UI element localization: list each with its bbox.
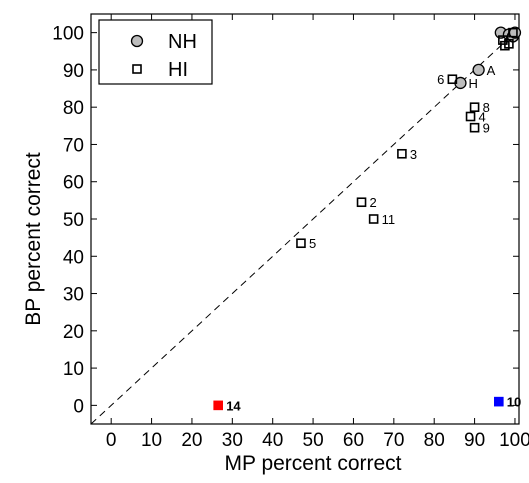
y-tick-label: 60	[63, 173, 84, 194]
y-tick-label: 50	[63, 210, 84, 231]
legend-label: NH	[168, 31, 197, 53]
x-tick-label: 40	[262, 430, 283, 451]
x-axis-title: MP percent correct	[224, 452, 401, 475]
hi-point	[469, 122, 480, 133]
hi-point	[368, 214, 379, 224]
y-ticks-layer: 0 10 20 30 40 50 60 70 80 90 100	[52, 24, 519, 417]
y-tick-label: 20	[63, 322, 84, 343]
x-tick-label: 20	[181, 430, 202, 451]
point-label: 10	[507, 395, 521, 410]
hi-point	[397, 148, 407, 159]
point-label: 11	[382, 212, 396, 227]
y-tick-label: 80	[63, 98, 84, 119]
y-axis-title: BP percent correct	[22, 152, 45, 326]
hi-point	[500, 40, 510, 51]
point-label: 2	[370, 195, 377, 210]
y-tick-label: 10	[63, 359, 84, 380]
identity-line	[90, 28, 520, 425]
y-tick-label: 0	[73, 396, 84, 417]
hi-point	[356, 197, 367, 208]
hi-point	[213, 400, 223, 411]
y-tick-label: 100	[52, 24, 84, 45]
legend-marker-nh	[130, 34, 144, 48]
x-tick-label: 0	[106, 430, 117, 451]
x-tick-label: 100	[499, 430, 529, 451]
x-tick-label: 90	[464, 430, 485, 451]
x-tick-label: 70	[383, 430, 404, 451]
hi-point	[469, 102, 480, 112]
point-label: 8	[483, 100, 490, 115]
point-label: 9	[483, 121, 490, 136]
legend-box	[98, 19, 213, 85]
nh-point	[472, 63, 485, 77]
hi-point	[465, 111, 476, 122]
x-tick-label: 50	[303, 430, 324, 451]
points-layer: AH 6 849 3 2 11 5 14 10	[213, 26, 521, 413]
point-label: 14	[226, 398, 241, 413]
hi-point	[494, 396, 504, 407]
point-label: H	[468, 76, 477, 91]
point-label: 4	[479, 110, 486, 125]
point-label: 5	[309, 236, 316, 251]
point-label: A	[487, 63, 496, 78]
point-label: 3	[410, 147, 417, 162]
reference-line-layer	[90, 28, 520, 425]
hi-point	[296, 238, 306, 249]
x-tick-label: 80	[424, 430, 445, 451]
legend-label: HI	[168, 59, 188, 81]
y-tick-label: 30	[63, 285, 84, 306]
x-ticks-layer: 0 10 20 30 40 50 60 70 80 90 100	[106, 14, 529, 451]
y-tick-label: 90	[63, 61, 84, 82]
x-tick-label: 10	[141, 430, 162, 451]
hi-point	[447, 74, 458, 85]
legend-marker-hi	[132, 64, 142, 74]
point-label: 6	[437, 72, 444, 87]
y-tick-label: 70	[63, 135, 84, 156]
legend: NH HI	[98, 19, 213, 85]
y-tick-label: 40	[63, 247, 84, 268]
x-tick-label: 30	[222, 430, 243, 451]
x-tick-label: 60	[343, 430, 364, 451]
hi-point	[508, 27, 518, 38]
